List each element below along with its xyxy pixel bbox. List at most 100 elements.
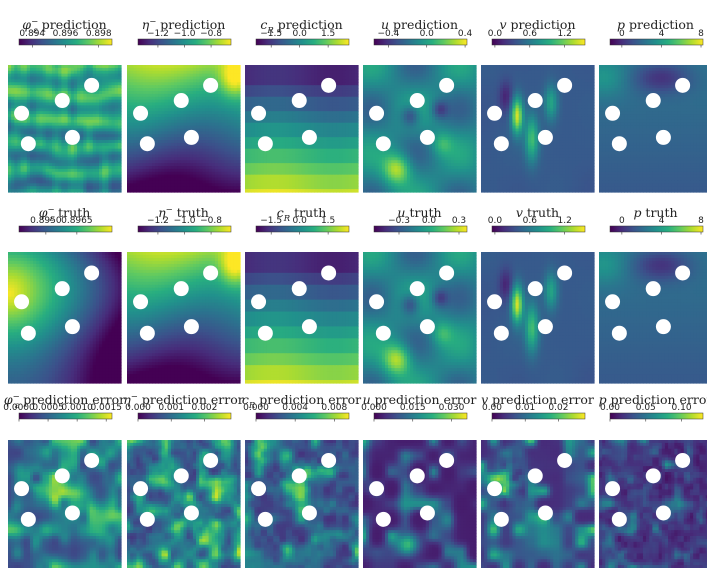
colorbar-tick-label: 0.000 bbox=[243, 403, 269, 413]
obstacle-circle bbox=[258, 512, 273, 527]
colorbar bbox=[492, 39, 585, 45]
colorbar-tick-label: 0.0 bbox=[292, 216, 307, 226]
obstacle-circle bbox=[675, 265, 690, 280]
heatmap bbox=[363, 65, 477, 193]
colorbar bbox=[610, 226, 703, 232]
colorbar-tick-label: 0.10 bbox=[672, 403, 692, 413]
obstacle-circle bbox=[376, 326, 391, 341]
obstacle-circle bbox=[675, 78, 690, 93]
obstacle-circle bbox=[321, 265, 336, 280]
obstacle-circle bbox=[528, 93, 543, 108]
panel-u-prediction: u prediction−0.4 0.0 0.4 bbox=[363, 17, 477, 193]
panel-c_R-truth: cR truth−1.5 0.0 1.5 bbox=[245, 205, 359, 384]
obstacle-circle bbox=[174, 281, 189, 296]
colorbar bbox=[138, 226, 231, 232]
obstacle-circle bbox=[487, 106, 502, 121]
colorbar-tick-label: −1.5 bbox=[260, 29, 282, 39]
colorbar-tick-label: 0.030 bbox=[439, 403, 465, 413]
obstacle-circle bbox=[538, 319, 553, 334]
obstacle-circle bbox=[184, 130, 199, 145]
obstacle-circle bbox=[55, 468, 70, 483]
obstacle-circle bbox=[203, 453, 218, 468]
colorbar-tick-label: 1.5 bbox=[321, 216, 335, 226]
obstacle-circle bbox=[605, 106, 620, 121]
obstacle-circle bbox=[646, 468, 661, 483]
obstacle-circle bbox=[528, 468, 543, 483]
obstacle-circle bbox=[321, 453, 336, 468]
colorbar bbox=[374, 39, 467, 45]
obstacle-circle bbox=[410, 281, 425, 296]
obstacle-circle bbox=[302, 319, 317, 334]
obstacle-circle bbox=[410, 93, 425, 108]
obstacle-circle bbox=[369, 106, 384, 121]
colorbar bbox=[138, 413, 231, 419]
colorbar-tick-label: 0.6 bbox=[523, 29, 538, 39]
colorbar bbox=[256, 413, 349, 419]
colorbar-tick-label: 0.000 bbox=[361, 403, 387, 413]
obstacle-circle bbox=[369, 481, 384, 496]
obstacle-circle bbox=[14, 106, 29, 121]
heatmap bbox=[599, 252, 707, 384]
obstacle-circle bbox=[84, 78, 99, 93]
obstacle-circle bbox=[302, 505, 317, 520]
colorbar-tick-label: 0.0000 bbox=[3, 403, 35, 413]
colorbar-tick-label: 0.00 bbox=[600, 403, 620, 413]
heatmap bbox=[245, 65, 359, 193]
colorbar-tick-label: 0.8950 bbox=[30, 216, 62, 226]
obstacle-circle bbox=[528, 281, 543, 296]
colorbar-tick-label: 0.05 bbox=[636, 403, 656, 413]
obstacle-circle bbox=[302, 130, 317, 145]
obstacle-circle bbox=[65, 130, 80, 145]
obstacle-circle bbox=[420, 505, 435, 520]
obstacle-circle bbox=[646, 281, 661, 296]
colorbar-tick-label: 0.3 bbox=[452, 216, 466, 226]
heatmap bbox=[245, 252, 359, 384]
colorbar-tick-label: 8 bbox=[698, 29, 704, 39]
colorbar bbox=[138, 39, 231, 45]
obstacle-circle bbox=[21, 512, 36, 527]
colorbar-tick-label: −1.0 bbox=[174, 29, 196, 39]
obstacle-circle bbox=[251, 294, 266, 309]
panel-eta_minus-truth: η− truth−1.2 −1.0 −0.8 bbox=[127, 205, 241, 384]
obstacle-circle bbox=[184, 505, 199, 520]
heatmap bbox=[363, 252, 477, 384]
heatmap bbox=[127, 65, 241, 193]
colorbar-tick-label: 0.898 bbox=[86, 29, 112, 39]
colorbar-tick-label: −1.5 bbox=[260, 216, 282, 226]
colorbar bbox=[374, 226, 467, 232]
colorbar bbox=[492, 226, 585, 232]
colorbar-tick-label: −1.0 bbox=[174, 216, 196, 226]
heatmap bbox=[245, 440, 359, 568]
obstacle-circle bbox=[656, 319, 671, 334]
obstacle-circle bbox=[14, 294, 29, 309]
heatmap bbox=[599, 440, 707, 568]
colorbar bbox=[19, 413, 112, 419]
colorbar-tick-label: 0.015 bbox=[400, 403, 426, 413]
colorbar-tick-label: 0.6 bbox=[523, 216, 538, 226]
obstacle-circle bbox=[14, 481, 29, 496]
obstacle-circle bbox=[84, 453, 99, 468]
obstacle-circle bbox=[656, 505, 671, 520]
obstacle-circle bbox=[140, 512, 155, 527]
colorbar bbox=[610, 413, 703, 419]
obstacle-circle bbox=[439, 453, 454, 468]
obstacle-circle bbox=[55, 281, 70, 296]
colorbar-tick-label: 0.894 bbox=[19, 29, 45, 39]
colorbar-tick-label: 0.001 bbox=[158, 403, 184, 413]
colorbar-tick-label: 0 bbox=[619, 216, 625, 226]
obstacle-circle bbox=[292, 468, 307, 483]
obstacle-circle bbox=[84, 265, 99, 280]
heatmap bbox=[481, 440, 595, 568]
heatmap bbox=[8, 252, 122, 384]
obstacle-circle bbox=[140, 136, 155, 151]
obstacle-circle bbox=[184, 319, 199, 334]
obstacle-circle bbox=[174, 93, 189, 108]
heatmap bbox=[8, 440, 122, 568]
heatmap bbox=[481, 252, 595, 384]
obstacle-circle bbox=[251, 106, 266, 121]
